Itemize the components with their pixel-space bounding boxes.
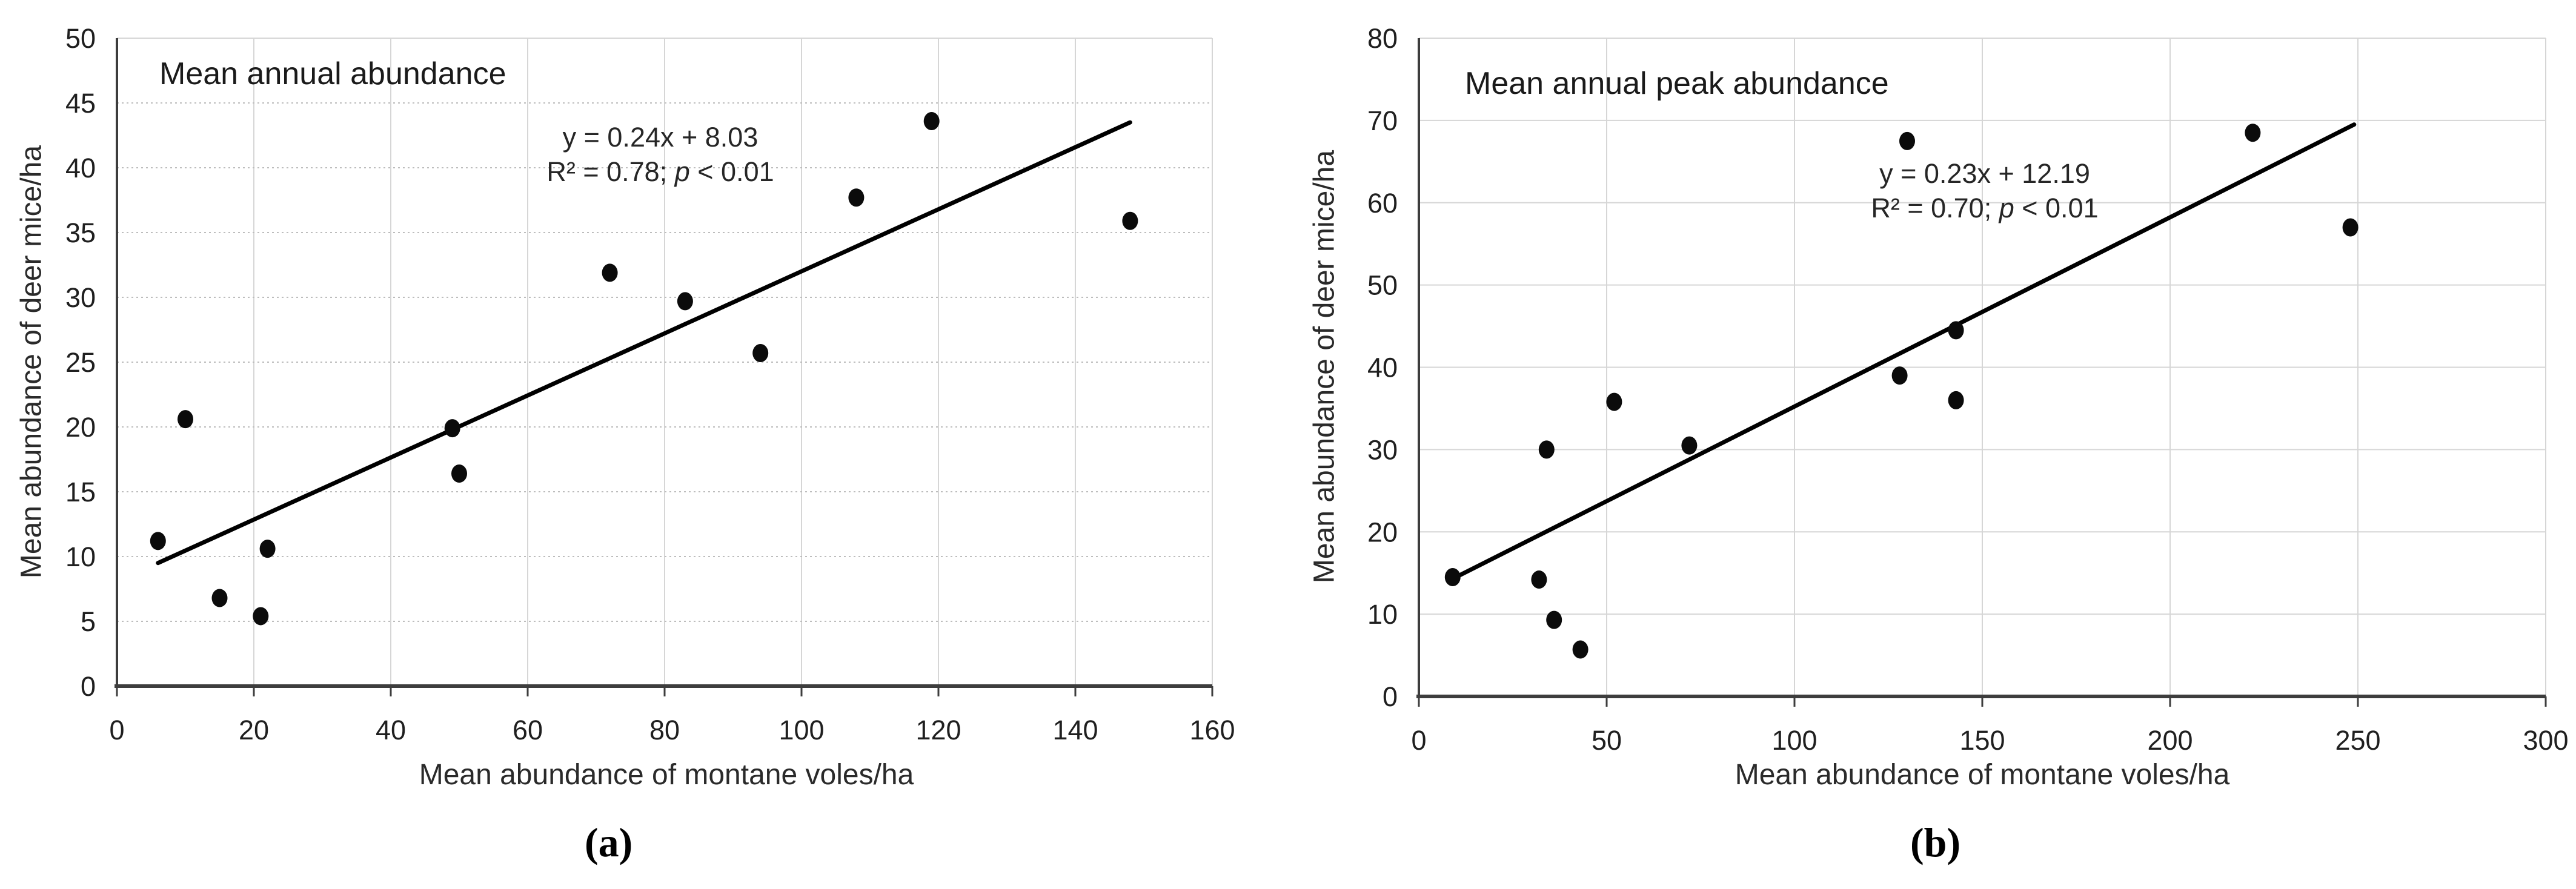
data-point <box>253 607 269 626</box>
data-point <box>2342 218 2359 237</box>
y-tick-label: 50 <box>65 23 96 54</box>
y-tick-label: 70 <box>1367 105 1398 136</box>
chart-title: Mean annual peak abundance <box>1465 66 1889 101</box>
x-tick-label: 0 <box>1411 725 1426 756</box>
y-tick-label: 25 <box>65 347 96 378</box>
y-tick-label: 40 <box>65 153 96 183</box>
scatter-panel-b: 0 50 100 150 200 250 300 0 10 20 30 40 50 60 70 80 Mean… <box>1288 0 2576 889</box>
x-tick-label: 300 <box>2523 725 2568 756</box>
y-tick-label: 30 <box>65 282 96 313</box>
x-tick-label: 250 <box>2335 725 2380 756</box>
data-point <box>1122 211 1138 230</box>
y-axis-title: Mean abundance of deer mice/ha <box>15 145 48 579</box>
data-point <box>1948 391 1964 409</box>
x-tick-label: 50 <box>1592 725 1622 756</box>
y-tick-label: 60 <box>1367 188 1398 219</box>
regression-equation: y = 0.24x + 8.03 <box>562 122 759 153</box>
data-point <box>1681 436 1698 455</box>
y-tick-label: 30 <box>1367 434 1398 465</box>
data-point <box>1899 131 1915 150</box>
data-point <box>1606 392 1622 411</box>
y-tick-label: 15 <box>65 477 96 507</box>
y-tick-label: 10 <box>65 541 96 572</box>
data-point <box>1531 570 1547 589</box>
y-tick-label: 20 <box>65 412 96 443</box>
x-tick-label: 100 <box>1771 725 1817 756</box>
panel-caption: (b) <box>1910 819 1961 865</box>
trend-line <box>156 120 1132 566</box>
data-point <box>259 540 276 558</box>
data-point <box>451 464 467 483</box>
scatter-panel-a: 0 20 40 60 80 100 120 140 160 0 5 10 15 20 25 30 35 40 45 5… <box>15 23 1235 865</box>
x-tick-label: 140 <box>1052 715 1098 745</box>
x-tick-label: 20 <box>239 715 269 745</box>
data-point <box>211 589 228 607</box>
data-point <box>444 419 460 438</box>
x-tick-label: 80 <box>649 715 680 745</box>
x-tick-label: 160 <box>1189 715 1235 745</box>
x-axis-title: Mean abundance of montane voles/ha <box>419 759 914 791</box>
data-point <box>178 410 193 429</box>
x-tick-label: 60 <box>513 715 543 745</box>
data-point <box>2245 124 2261 142</box>
data-point <box>1444 567 1461 586</box>
y-tick-label: 35 <box>65 217 96 248</box>
y-tick-label: 10 <box>1367 599 1398 630</box>
panel-caption: (a) <box>585 819 633 865</box>
y-tick-label: 45 <box>65 88 96 119</box>
p-value-symbol: p <box>1999 193 2014 223</box>
data-point <box>150 532 166 550</box>
y-tick-label: 20 <box>1367 517 1398 547</box>
regression-stats: R² = 0.78; p < 0.01 <box>546 156 774 187</box>
scatter-plot-a: 0 20 40 60 80 100 120 140 160 0 5 10 15 20 25 30 35 40 45 5… <box>65 23 1235 745</box>
data-point <box>1538 440 1555 459</box>
data-point <box>1546 610 1562 629</box>
x-tick-label: 100 <box>778 715 824 745</box>
data-point <box>602 263 618 282</box>
y-axis-title: Mean abundance of deer mice/ha <box>1308 150 1341 584</box>
x-axis-title: Mean abundance of montane voles/ha <box>1734 759 2230 791</box>
trend-line <box>1450 122 2357 581</box>
y-tick-label: 0 <box>81 671 96 702</box>
x-tick-label: 120 <box>915 715 961 745</box>
data-point <box>677 292 693 311</box>
regression-annotation: y = 0.23x + 12.19 R² = 0.70; p < 0.01 <box>1712 156 2257 225</box>
x-tick-label: 40 <box>376 715 406 745</box>
y-tick-label: 5 <box>81 606 96 637</box>
scatter-plot-b: 0 50 100 150 200 250 300 0 10 20 30 40 50 60 70 80 <box>1367 23 2569 756</box>
x-tick-label: 200 <box>2147 725 2193 756</box>
y-tick-label: 0 <box>1383 681 1398 712</box>
x-tick-label: 0 <box>109 715 124 745</box>
regression-annotation: y = 0.24x + 8.03 R² = 0.78; p < 0.01 <box>388 120 933 189</box>
chart-title: Mean annual abundance <box>159 56 506 91</box>
regression-equation: y = 0.23x + 12.19 <box>1879 158 2090 189</box>
y-tick-label: 50 <box>1367 270 1398 301</box>
y-tick-label: 80 <box>1367 23 1398 54</box>
y-tick-label: 40 <box>1367 352 1398 383</box>
p-value-symbol: p <box>674 156 690 187</box>
data-point <box>923 111 940 130</box>
data-point <box>848 188 865 207</box>
data-point <box>1948 321 1964 340</box>
regression-stats: R² = 0.70; p < 0.01 <box>1871 193 2099 223</box>
data-point <box>752 344 769 363</box>
data-point <box>1572 640 1588 659</box>
x-tick-label: 150 <box>1959 725 2005 756</box>
data-point <box>1891 366 1908 385</box>
